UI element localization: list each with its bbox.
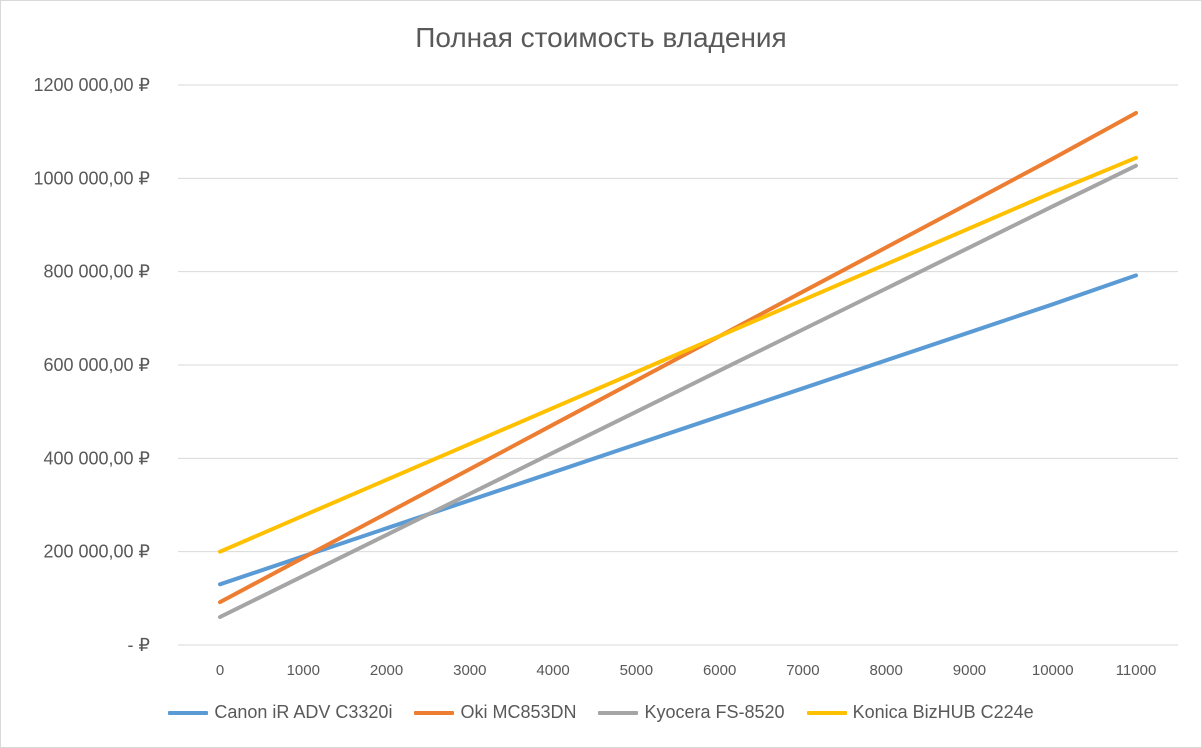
legend-label: Canon iR ADV C3320i — [214, 702, 393, 722]
gridlines — [178, 84, 1178, 646]
x-tick-label: 10000 — [1032, 662, 1074, 679]
x-axis-labels: 0 1000 2000 3000 4000 5000 6000 7000 8000 9000 100… — [216, 662, 1156, 679]
x-tick-label: 8000 — [869, 662, 902, 679]
y-tick-label: 1000 000,00 ₽ — [33, 168, 150, 188]
legend-swatch — [414, 710, 455, 715]
x-tick-label: 7000 — [786, 662, 819, 679]
y-axis-labels: - ₽ 200 000,00 ₽ 400 000,00 ₽ 600 000,00 ₽ 8… — [33, 75, 150, 655]
x-tick-label: 0 — [216, 662, 224, 679]
x-tick-label: 3000 — [453, 662, 486, 679]
legend-swatch — [168, 710, 209, 715]
y-tick-label: 1200 000,00 ₽ — [33, 75, 150, 95]
y-tick-label: 200 000,00 ₽ — [43, 542, 150, 562]
legend-item: Canon iR ADV C3320i — [168, 702, 392, 723]
x-tick-label: 9000 — [953, 662, 986, 679]
legend-swatch — [806, 710, 847, 715]
legend-label: Oki MC853DN — [460, 702, 577, 722]
x-tick-label: 5000 — [620, 662, 653, 679]
series-line — [218, 163, 1138, 619]
legend-item: Oki MC853DN — [414, 702, 576, 723]
legend: Canon iR ADV C3320i Oki MC853DN Kyocera FS… — [0, 702, 1202, 723]
series-line — [218, 273, 1138, 587]
x-tick-label: 6000 — [703, 662, 736, 679]
x-tick-label: 1000 — [287, 662, 320, 679]
series-line — [218, 111, 1138, 605]
legend-swatch — [598, 710, 639, 715]
legend-item: Kyocera FS-8520 — [598, 702, 785, 723]
legend-label: Kyocera FS-8520 — [644, 702, 785, 722]
y-tick-label: - ₽ — [128, 635, 150, 655]
chart-title: Полная стоимость владения — [415, 22, 787, 53]
legend-label: Konica BizHUB C224e — [852, 702, 1034, 722]
y-tick-label: 400 000,00 ₽ — [43, 448, 150, 468]
x-tick-label: 11000 — [1116, 662, 1157, 679]
series-line — [218, 155, 1138, 554]
series-lines — [218, 111, 1138, 619]
x-tick-label: 4000 — [536, 662, 569, 679]
y-tick-label: 600 000,00 ₽ — [43, 355, 150, 375]
x-tick-label: 2000 — [370, 662, 403, 679]
legend-item: Konica BizHUB C224e — [806, 702, 1034, 723]
y-tick-label: 800 000,00 ₽ — [43, 262, 150, 282]
